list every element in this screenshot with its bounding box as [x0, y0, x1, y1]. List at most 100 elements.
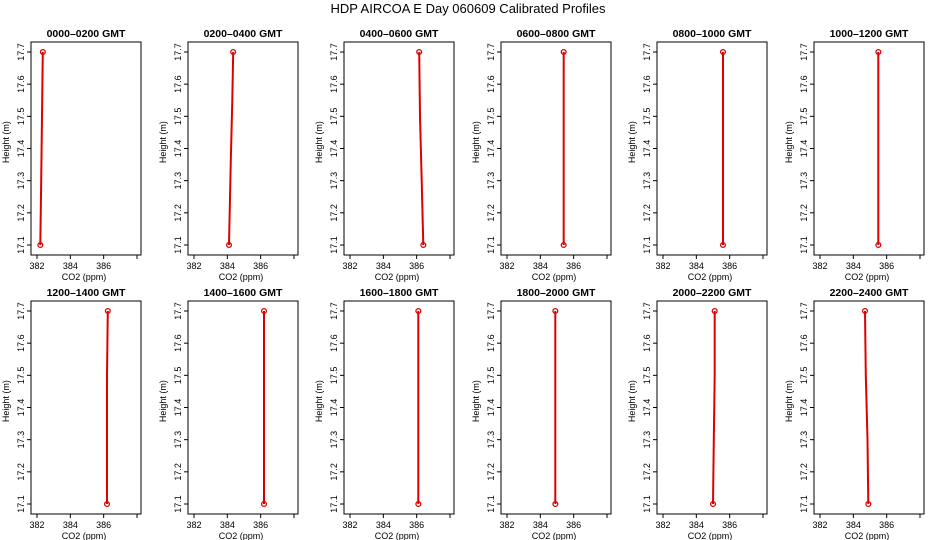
- data-point: [420, 241, 427, 249]
- data-point: [865, 500, 872, 508]
- y-axis-label: Height (m): [627, 121, 637, 163]
- y-tick-label: 17.2: [329, 463, 339, 481]
- data-point: [875, 48, 882, 56]
- figure-title: HDP AIRCOA E Day 060609 Calibrated Profi…: [330, 1, 606, 16]
- y-tick-label: 17.6: [16, 75, 26, 93]
- x-axis-label: CO2 (ppm): [688, 531, 733, 540]
- x-axis-label: CO2 (ppm): [845, 531, 890, 540]
- plot-frame: [813, 41, 925, 256]
- x-tick-label: 384: [846, 520, 861, 530]
- x-tick-label: 384: [689, 520, 704, 530]
- data-point: [719, 48, 727, 56]
- x-tick-label: 386: [879, 520, 894, 530]
- panel-title: 0600–0800 GMT: [517, 28, 596, 40]
- y-tick-label: 17.3: [642, 431, 652, 449]
- y-tick-label: 17.4: [329, 399, 339, 417]
- y-tick-label: 17.4: [173, 399, 183, 417]
- y-axis-label: Height (m): [314, 121, 324, 163]
- y-tick-label: 17.5: [16, 108, 26, 126]
- data-point: [552, 500, 559, 508]
- profile-line: [106, 310, 109, 504]
- x-axis-label: CO2 (ppm): [219, 531, 264, 540]
- y-tick-label: 17.2: [486, 204, 496, 222]
- x-axis-label: CO2 (ppm): [532, 531, 577, 540]
- panel-title: 1800–2000 GMT: [517, 287, 596, 299]
- y-tick-label: 17.7: [642, 43, 652, 61]
- y-tick-label: 17.4: [16, 140, 26, 158]
- x-tick-label: 382: [342, 261, 357, 271]
- y-tick-label: 17.3: [799, 431, 809, 449]
- x-tick-label: 384: [220, 520, 235, 530]
- y-tick-label: 17.1: [642, 495, 652, 513]
- y-tick-label: 17.4: [486, 140, 496, 158]
- y-tick-label: 17.1: [486, 495, 496, 513]
- x-axis-label: CO2 (ppm): [62, 531, 107, 540]
- y-tick-label: 17.3: [799, 172, 809, 190]
- x-axis-label: CO2 (ppm): [688, 272, 733, 282]
- profile-line: [712, 311, 716, 505]
- y-tick-label: 17.6: [329, 75, 339, 93]
- y-tick-label: 17.2: [173, 463, 183, 481]
- y-tick-label: 17.2: [329, 204, 339, 222]
- y-tick-label: 17.1: [799, 236, 809, 254]
- plot-frame: [187, 41, 299, 256]
- y-tick-label: 17.3: [173, 431, 183, 449]
- y-axis-label: Height (m): [158, 121, 168, 163]
- plot-frame: [30, 300, 142, 515]
- panel-title: 0200–0400 GMT: [204, 28, 283, 40]
- y-tick-label: 17.6: [642, 334, 652, 352]
- x-tick-label: 384: [220, 261, 235, 271]
- data-point: [861, 307, 869, 315]
- data-point: [711, 307, 718, 315]
- x-axis-label: CO2 (ppm): [375, 272, 420, 282]
- y-tick-label: 17.2: [486, 463, 496, 481]
- y-tick-label: 17.1: [16, 495, 26, 513]
- y-tick-label: 17.2: [173, 204, 183, 222]
- y-tick-label: 17.5: [799, 108, 809, 126]
- y-tick-label: 17.5: [173, 108, 183, 126]
- data-point: [719, 241, 727, 249]
- x-tick-label: 386: [253, 261, 268, 271]
- y-tick-label: 17.5: [642, 367, 652, 385]
- data-point: [230, 48, 237, 56]
- data-point: [416, 48, 423, 56]
- x-tick-label: 382: [29, 261, 44, 271]
- plot-frame: [656, 41, 768, 256]
- y-axis-label: Height (m): [1, 121, 11, 163]
- y-tick-label: 17.5: [799, 367, 809, 385]
- data-point: [415, 307, 422, 315]
- profile-line: [228, 51, 235, 246]
- x-tick-label: 386: [409, 520, 424, 530]
- y-tick-label: 17.2: [16, 463, 26, 481]
- x-axis-label: CO2 (ppm): [62, 272, 107, 282]
- plot-frame: [343, 300, 455, 515]
- y-tick-label: 17.4: [642, 140, 652, 158]
- x-axis-label: CO2 (ppm): [375, 531, 420, 540]
- data-point: [260, 307, 268, 315]
- y-tick-label: 17.6: [486, 75, 496, 93]
- data-point: [709, 500, 717, 508]
- y-tick-label: 17.7: [16, 302, 26, 320]
- y-tick-label: 17.3: [329, 431, 339, 449]
- x-tick-label: 386: [253, 520, 268, 530]
- y-tick-label: 17.1: [799, 495, 809, 513]
- x-tick-label: 386: [722, 520, 737, 530]
- y-tick-label: 17.1: [173, 236, 183, 254]
- y-tick-label: 17.6: [486, 334, 496, 352]
- plot-frame: [500, 41, 612, 256]
- y-tick-label: 17.2: [642, 204, 652, 222]
- y-tick-label: 17.6: [642, 75, 652, 93]
- y-tick-label: 17.4: [799, 399, 809, 417]
- x-tick-label: 386: [566, 261, 581, 271]
- y-axis-label: Height (m): [158, 380, 168, 422]
- x-tick-label: 382: [655, 261, 670, 271]
- y-tick-label: 17.6: [173, 75, 183, 93]
- y-tick-label: 17.1: [329, 236, 339, 254]
- panel-title: 1000–1200 GMT: [830, 28, 909, 40]
